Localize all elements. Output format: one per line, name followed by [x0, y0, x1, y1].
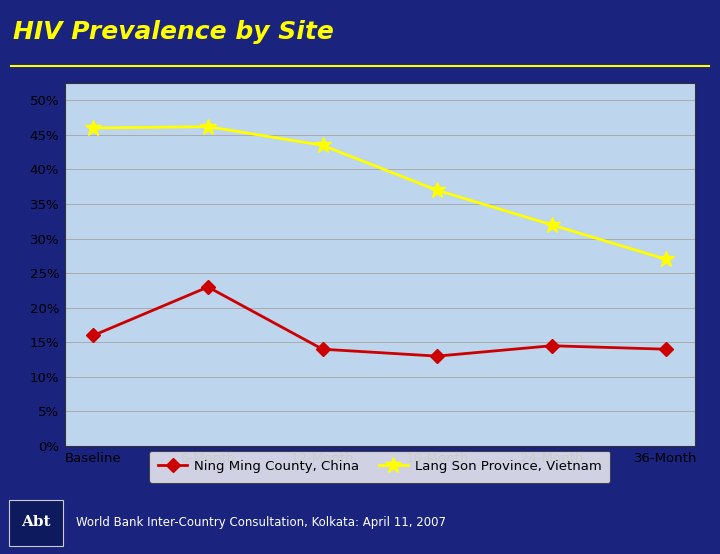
- Ning Ming County, China: [662, 346, 670, 352]
- Ning Ming County, China: [433, 353, 441, 360]
- Text: World Bank Inter-Country Consultation, Kolkata: April 11, 2007: World Bank Inter-Country Consultation, K…: [76, 516, 446, 529]
- Lang Son Province, Vietnam: [89, 125, 98, 131]
- Text: Abt: Abt: [22, 515, 50, 529]
- Lang Son Province, Vietnam: [662, 256, 670, 263]
- Line: Lang Son Province, Vietnam: Lang Son Province, Vietnam: [85, 119, 675, 268]
- Lang Son Province, Vietnam: [318, 142, 327, 148]
- Lang Son Province, Vietnam: [204, 124, 212, 130]
- Ning Ming County, China: [547, 342, 556, 349]
- Ning Ming County, China: [318, 346, 327, 352]
- Legend: Ning Ming County, China, Lang Son Province, Vietnam: Ning Ming County, China, Lang Son Provin…: [149, 451, 611, 483]
- FancyBboxPatch shape: [9, 500, 63, 546]
- Lang Son Province, Vietnam: [433, 187, 441, 193]
- Ning Ming County, China: [204, 284, 212, 290]
- Lang Son Province, Vietnam: [547, 222, 556, 228]
- Ning Ming County, China: [89, 332, 98, 338]
- Text: HIV Prevalence by Site: HIV Prevalence by Site: [13, 20, 334, 44]
- Line: Ning Ming County, China: Ning Ming County, China: [89, 282, 671, 361]
